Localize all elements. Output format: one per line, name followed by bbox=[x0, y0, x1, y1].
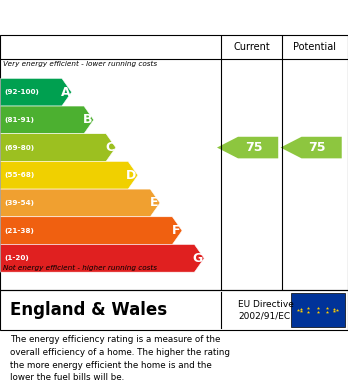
Polygon shape bbox=[1, 106, 94, 134]
Polygon shape bbox=[280, 137, 342, 158]
Text: England & Wales: England & Wales bbox=[10, 301, 168, 319]
Text: Energy Efficiency Rating: Energy Efficiency Rating bbox=[9, 10, 219, 25]
Bar bbox=[291, 293, 345, 327]
Text: B: B bbox=[83, 113, 92, 126]
Text: E: E bbox=[150, 196, 159, 210]
Text: G: G bbox=[192, 252, 203, 265]
Text: Very energy efficient - lower running costs: Very energy efficient - lower running co… bbox=[3, 61, 158, 66]
Polygon shape bbox=[1, 161, 138, 189]
Text: 75: 75 bbox=[308, 141, 326, 154]
Text: The energy efficiency rating is a measure of the
overall efficiency of a home. T: The energy efficiency rating is a measur… bbox=[10, 335, 230, 382]
Polygon shape bbox=[217, 137, 278, 158]
Text: 75: 75 bbox=[245, 141, 262, 154]
Text: Current: Current bbox=[233, 42, 270, 52]
Text: (69-80): (69-80) bbox=[4, 145, 34, 151]
Polygon shape bbox=[1, 217, 182, 244]
Text: C: C bbox=[105, 141, 114, 154]
Polygon shape bbox=[1, 78, 72, 106]
Text: (1-20): (1-20) bbox=[4, 255, 29, 261]
Text: (81-91): (81-91) bbox=[4, 117, 34, 123]
Polygon shape bbox=[1, 244, 204, 272]
Text: Potential: Potential bbox=[293, 42, 337, 52]
Text: D: D bbox=[126, 169, 136, 182]
Text: EU Directive
2002/91/EC: EU Directive 2002/91/EC bbox=[238, 300, 294, 320]
Polygon shape bbox=[1, 189, 160, 217]
Text: F: F bbox=[172, 224, 181, 237]
Text: (21-38): (21-38) bbox=[4, 228, 34, 233]
Text: Not energy efficient - higher running costs: Not energy efficient - higher running co… bbox=[3, 265, 158, 271]
Text: (92-100): (92-100) bbox=[4, 89, 39, 95]
Text: (55-68): (55-68) bbox=[4, 172, 34, 178]
Text: (39-54): (39-54) bbox=[4, 200, 34, 206]
Polygon shape bbox=[1, 134, 116, 161]
Text: A: A bbox=[61, 86, 70, 99]
